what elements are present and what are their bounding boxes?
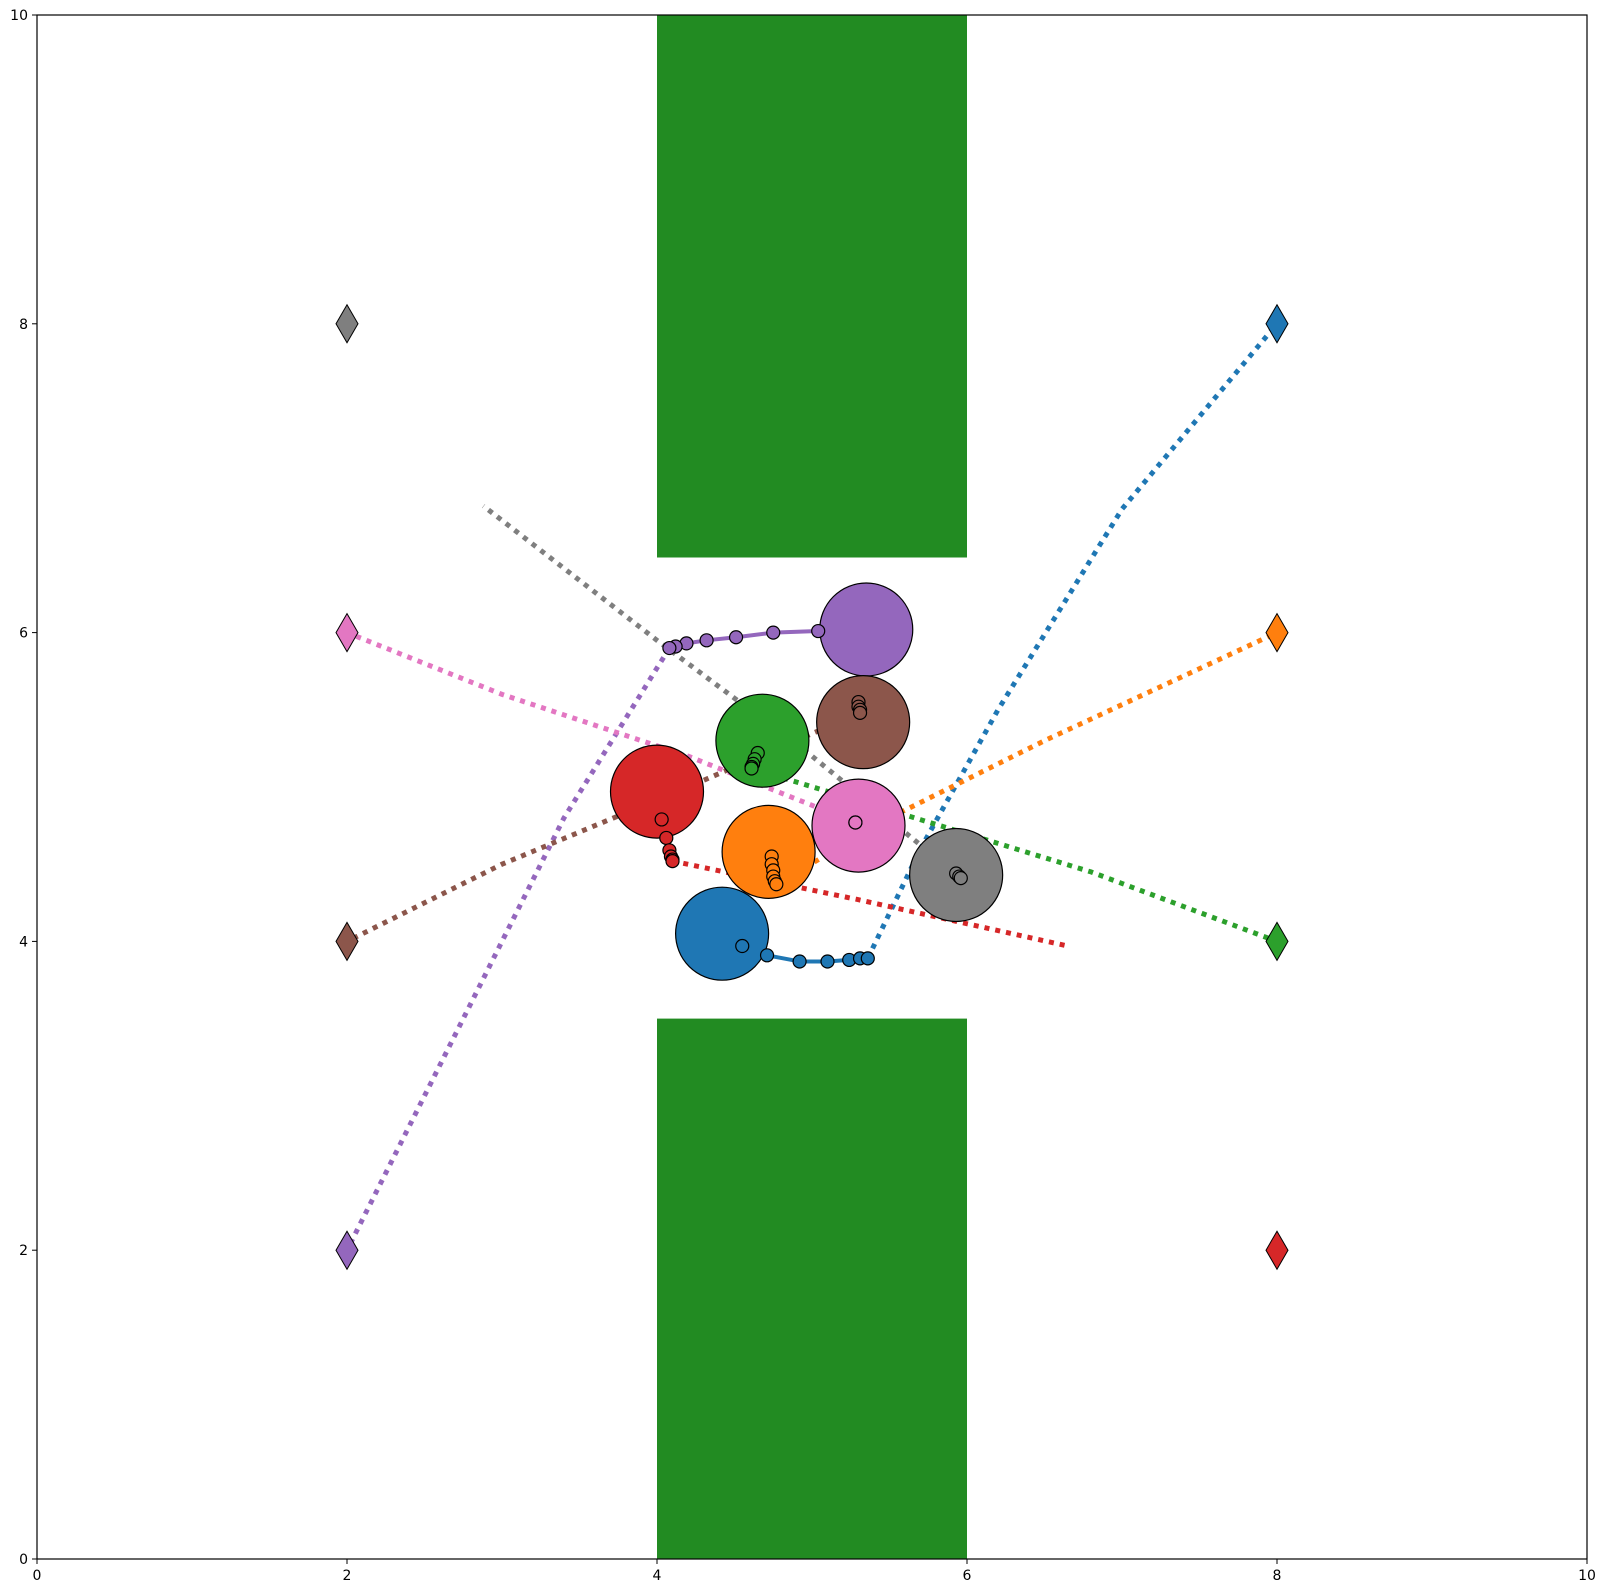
y-tick-label-4: 8 [19, 317, 28, 333]
obstacles [657, 15, 967, 1559]
x-tick-label-4: 8 [1273, 1568, 1282, 1584]
agent-3-goal-marker [1265, 1230, 1289, 1271]
agent-4-history-marker-2 [728, 630, 744, 645]
agent-2-goal-marker [1265, 921, 1289, 962]
agent-3-history-marker-5 [665, 854, 680, 869]
agent-4-history-marker-0 [811, 623, 826, 639]
agent-1-history-marker-5 [769, 877, 784, 892]
x-tick-label-3: 6 [963, 1568, 972, 1584]
x-tick-label-1: 2 [343, 1568, 352, 1584]
agent-0-planned-path [865, 322, 1279, 960]
agent-3-planned-path [671, 858, 1069, 949]
axis-ticks: 0 2 4 6 8 10 0 2 4 6 8 10 [10, 8, 1596, 1584]
agent-5-goal-marker [335, 921, 359, 962]
agent-bodies [609, 582, 1004, 981]
agent-7-planned-path [481, 504, 963, 881]
agent-4-body [819, 582, 914, 677]
axes-frame [36, 14, 1588, 1560]
agent-3-body [609, 744, 705, 839]
y-tick-label-2: 4 [19, 934, 28, 950]
agent-1-goal-marker [1265, 612, 1289, 653]
agent-7-history-marker-2 [953, 870, 968, 886]
obstacle-1 [657, 1018, 967, 1559]
agent-0-history-marker-3 [820, 954, 835, 969]
x-tick-label-2: 4 [653, 1568, 662, 1584]
agent-4-goal-marker [335, 1230, 359, 1271]
trajectory-markers [654, 623, 968, 969]
agent-4-history-marker-6 [662, 640, 677, 656]
y-tick-label-5: 10 [10, 8, 28, 24]
agent-5-planned-path [345, 710, 862, 944]
agent-5-body [816, 675, 911, 770]
y-tick-label-0: 0 [19, 1552, 28, 1568]
agent-0-history-marker-2 [792, 954, 807, 969]
goal-markers [335, 303, 1289, 1271]
agent-3-history-marker-0 [654, 812, 669, 827]
agent-7-goal-marker [335, 303, 359, 344]
agent-0-goal-marker [1265, 303, 1289, 344]
agent-1-planned-path [775, 630, 1279, 887]
agent-2-body [715, 693, 810, 788]
agent-4-history-marker-3 [699, 633, 714, 648]
agent-2-history-marker-4 [744, 761, 759, 776]
x-tick-label-0: 0 [33, 1568, 42, 1584]
obstacle-0 [657, 15, 967, 558]
planned-paths [344, 322, 1279, 1252]
agent-6-history-marker-1 [848, 815, 863, 830]
y-tick-label-1: 2 [19, 1243, 28, 1259]
agent-4-history-marker-1 [766, 625, 781, 640]
agent-2-planned-path [750, 766, 1278, 944]
agent-0-history-marker-6 [860, 951, 875, 966]
agent-0-history-marker-0 [735, 938, 750, 954]
x-tick-label-5: 10 [1578, 1568, 1596, 1584]
agent-3-history-marker-1 [659, 830, 674, 846]
agent-6-planned-path [346, 630, 857, 825]
agent-6-goal-marker [335, 612, 359, 653]
y-tick-label-3: 6 [19, 626, 28, 642]
agent-0-history-marker-1 [759, 948, 775, 963]
agent-5-history-marker-3 [852, 705, 868, 720]
agent-0-body [674, 886, 770, 981]
